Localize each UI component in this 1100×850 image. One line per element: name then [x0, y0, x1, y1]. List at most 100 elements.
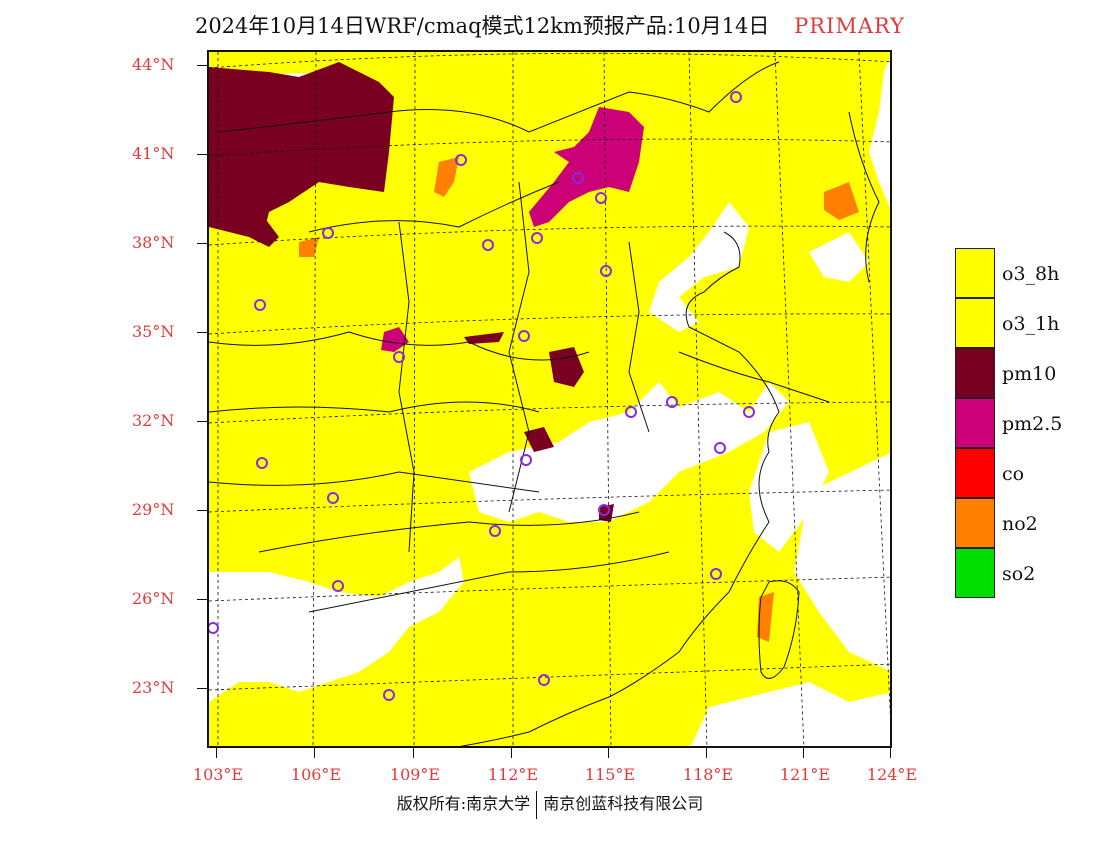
no-data-region-northeast-edge	[809, 232, 869, 282]
legend-swatch	[955, 348, 995, 398]
lat-label-44: 44°N	[132, 55, 175, 74]
station-marker	[383, 689, 395, 701]
lon-label-109: 109°E	[389, 765, 441, 784]
lat-tick	[197, 332, 207, 333]
lon-tick	[511, 748, 512, 758]
pm10-region-jiangxi	[599, 504, 614, 522]
station-marker	[518, 330, 530, 342]
pm10-region-shanxi	[464, 332, 504, 344]
title-main: 2024年10月14日WRF/cmaq模式12km预报产品:10月14日	[194, 14, 770, 38]
lat-label-26: 26°N	[132, 589, 175, 608]
no-data-region-southeast-sea	[794, 452, 890, 672]
station-marker	[598, 504, 610, 516]
legend-label: no2	[1002, 513, 1038, 535]
legend-swatch	[955, 248, 995, 298]
pm10-region-henan	[549, 347, 584, 387]
station-marker	[332, 580, 344, 592]
title-primary-tag: PRIMARY	[794, 14, 906, 38]
lon-label-106: 106°E	[290, 765, 342, 784]
no-data-region-east-coast	[749, 422, 829, 552]
copyright-company: 南京创蓝科技有限公司	[543, 794, 704, 813]
station-marker	[489, 525, 501, 537]
lat-tick	[197, 688, 207, 689]
station-marker	[209, 622, 219, 634]
no-data-region-east-sea	[869, 57, 890, 208]
lat-tick	[197, 421, 207, 422]
legend-label: o3_1h	[1002, 313, 1060, 335]
lat-label-29: 29°N	[132, 500, 175, 519]
pm10-region-hubei	[524, 427, 554, 452]
station-marker	[393, 351, 405, 363]
legend-label: pm10	[1002, 363, 1057, 385]
station-marker	[666, 396, 678, 408]
station-marker	[256, 457, 268, 469]
station-marker	[482, 239, 494, 251]
lat-tick	[197, 65, 207, 66]
station-marker	[600, 265, 612, 277]
no-data-region-yangtze	[469, 382, 789, 522]
lon-label-118: 118°E	[682, 765, 734, 784]
legend-swatch	[955, 498, 995, 548]
lat-tick	[197, 599, 207, 600]
lat-tick	[197, 243, 207, 244]
station-marker	[538, 674, 550, 686]
station-marker	[743, 406, 755, 418]
station-marker	[572, 172, 584, 184]
no-data-region-south-sea	[690, 682, 890, 746]
copyright-footer: 版权所有:南京大学 南京创蓝科技有限公司	[0, 790, 1100, 819]
station-marker	[710, 568, 722, 580]
legend-label: co	[1002, 463, 1025, 485]
lat-label-32: 32°N	[132, 411, 175, 430]
station-marker	[327, 492, 339, 504]
no2-region-northeast	[824, 182, 859, 220]
lat-label-35: 35°N	[132, 322, 175, 341]
lon-label-103: 103°E	[192, 765, 244, 784]
station-marker	[531, 232, 543, 244]
station-marker	[254, 299, 266, 311]
lon-tick	[803, 748, 804, 758]
pm10-region-cluster-west	[209, 197, 279, 247]
pm10-region-inner-mongolia	[209, 62, 394, 232]
lon-tick	[216, 748, 217, 758]
legend-swatch	[955, 398, 995, 448]
pm25-region-beijing	[529, 107, 644, 227]
lon-tick	[706, 748, 707, 758]
station-markers	[209, 91, 755, 701]
station-marker	[455, 154, 467, 166]
station-marker	[595, 192, 607, 204]
no2-region-taiwan-coast	[757, 592, 774, 642]
legend-label: so2	[1002, 563, 1036, 585]
legend-swatch	[955, 448, 995, 498]
pollutant-map-canvas	[209, 52, 890, 746]
lon-tick	[608, 748, 609, 758]
lat-label-38: 38°N	[132, 233, 175, 252]
station-marker	[714, 442, 726, 454]
no2-region-sichuan	[299, 237, 319, 257]
lon-label-124: 124°E	[866, 765, 918, 784]
lon-label-115: 115°E	[584, 765, 636, 784]
legend-label: o3_8h	[1002, 263, 1060, 285]
lon-label-121: 121°E	[779, 765, 831, 784]
legend-swatch	[955, 298, 995, 348]
no-data-region-bohai	[649, 202, 749, 332]
footer-divider	[536, 790, 538, 819]
lon-tick	[890, 748, 891, 758]
pollutant-map	[207, 50, 892, 748]
lat-tick	[197, 154, 207, 155]
lon-label-112: 112°E	[487, 765, 539, 784]
lat-tick	[197, 510, 207, 511]
pm25-region-shaanxi	[381, 327, 409, 352]
lat-label-41: 41°N	[132, 144, 175, 163]
station-marker	[625, 406, 637, 418]
legend-label: pm2.5	[1002, 413, 1063, 435]
lon-tick	[314, 748, 315, 758]
no2-region-hebei	[434, 157, 459, 197]
lon-tick	[413, 748, 414, 758]
station-marker	[730, 91, 742, 103]
map-title: 2024年10月14日WRF/cmaq模式12km预报产品:10月14日 PRI…	[0, 10, 1100, 40]
legend-swatch	[955, 548, 995, 598]
lat-label-23: 23°N	[132, 678, 175, 697]
station-marker	[322, 227, 334, 239]
station-marker	[520, 454, 532, 466]
province-boundaries	[209, 61, 880, 746]
